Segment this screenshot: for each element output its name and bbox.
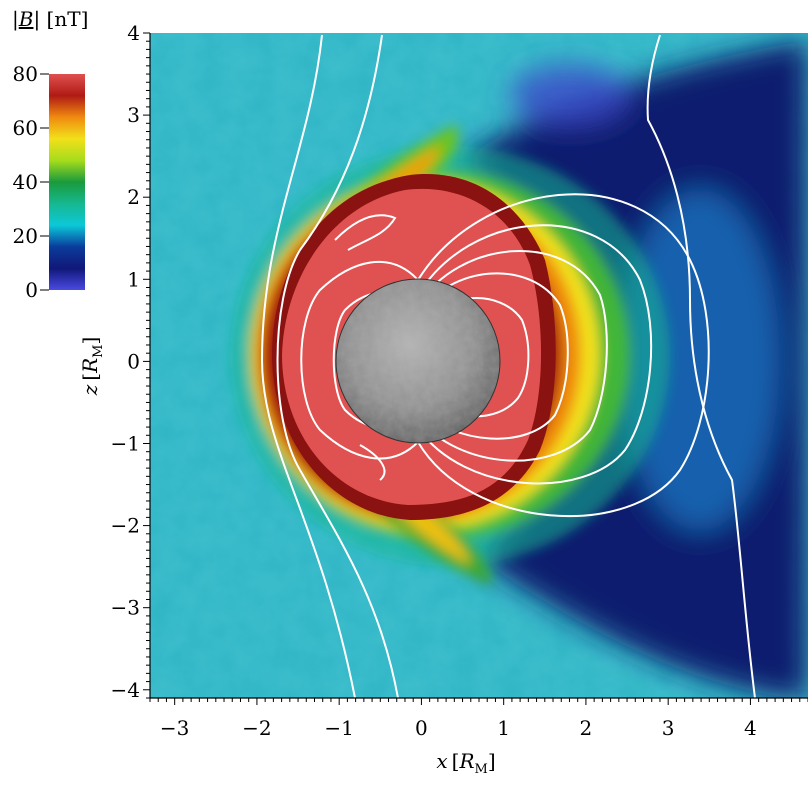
y-tick-label: −4 bbox=[111, 678, 140, 702]
colorbar: |B| [nT] 0 20 40 60 80 bbox=[12, 7, 88, 302]
x-axis-label: x [RM] bbox=[436, 749, 495, 777]
y-tick-label: 1 bbox=[127, 267, 140, 291]
x-axis: −3 −2 −1 0 1 2 3 4 bbox=[149, 698, 808, 740]
x-tick-label: −1 bbox=[324, 716, 353, 740]
x-tick-label: 2 bbox=[580, 716, 593, 740]
x-tick-label: −3 bbox=[160, 716, 189, 740]
y-tick-label: −3 bbox=[111, 596, 140, 620]
field-lines bbox=[260, 34, 756, 698]
y-tick-label: 4 bbox=[127, 21, 140, 45]
planet-outline bbox=[335, 278, 501, 444]
y-tick-label: −2 bbox=[111, 514, 140, 538]
colorbar-ramp bbox=[49, 74, 85, 290]
y-tick-label: 2 bbox=[127, 185, 140, 209]
colorbar-tick-label: 40 bbox=[13, 170, 38, 194]
x-tick-label: −2 bbox=[242, 716, 271, 740]
colorbar-tick-label: 0 bbox=[25, 278, 38, 302]
x-tick-label: 0 bbox=[415, 716, 428, 740]
colorbar-tick-label: 80 bbox=[13, 62, 38, 86]
planet-mercury bbox=[336, 279, 500, 443]
colorbar-tick-label: 20 bbox=[13, 224, 38, 248]
colorbar-tick-label: 60 bbox=[13, 116, 38, 140]
y-axis-label: z[RM] bbox=[78, 337, 106, 397]
y-tick-label: −1 bbox=[111, 431, 140, 455]
colorbar-ticks: 0 20 40 60 80 bbox=[13, 62, 49, 302]
y-tick-label: 3 bbox=[127, 103, 140, 127]
y-axis: 4 3 2 1 0 −1 −2 −3 −4 bbox=[111, 21, 150, 702]
y-tick-label: 0 bbox=[127, 349, 140, 373]
x-tick-label: 3 bbox=[662, 716, 675, 740]
x-tick-label: 1 bbox=[497, 716, 510, 740]
x-tick-label: 4 bbox=[744, 716, 757, 740]
colorbar-label: |B| [nT] bbox=[12, 7, 88, 32]
heatmap-plot-area bbox=[150, 33, 808, 698]
